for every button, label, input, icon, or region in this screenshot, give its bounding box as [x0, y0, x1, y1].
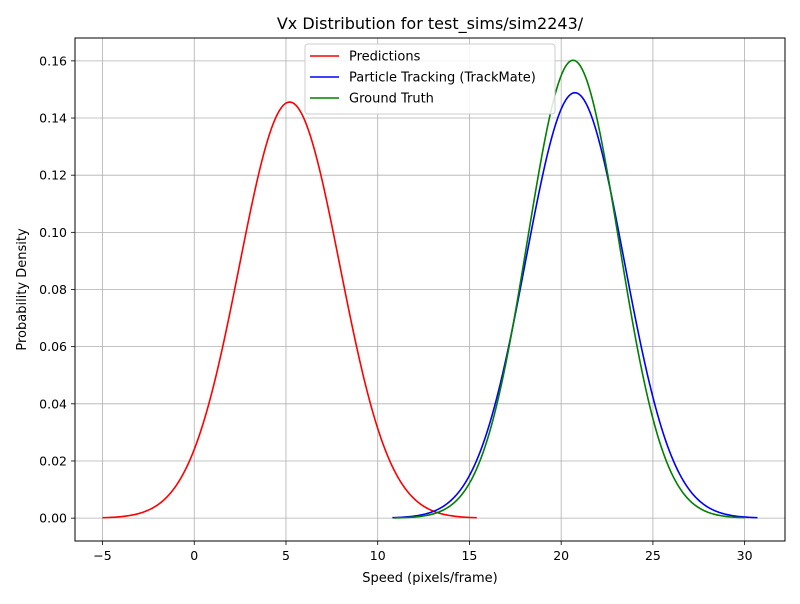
y-tick-label: 0.02: [39, 453, 67, 468]
y-axis-label: Probability Density: [15, 228, 30, 351]
x-tick-label: 25: [645, 548, 661, 563]
tick-layer: −5 0 5 10 15 20 25 30 0.00 0.02 0.04 0.06 0.08 0.10 0.…: [39, 53, 752, 563]
series-layer: [102, 59, 758, 519]
x-tick-label: 10: [370, 548, 386, 563]
x-tick-label: 5: [282, 548, 290, 563]
y-tick-label: 0.10: [39, 225, 67, 240]
series-line-1: [102, 101, 477, 519]
legend-label-2: Particle Tracking (TrackMate): [349, 71, 536, 86]
y-tick-label: 0.12: [39, 168, 67, 183]
legend-items: Predictions Particle Tracking (TrackMate)…: [310, 50, 536, 107]
x-tick-label: −5: [93, 548, 111, 563]
x-axis-label: Speed (pixels/frame): [362, 571, 498, 586]
y-tick-label: 0.16: [39, 53, 67, 68]
y-tick-label: 0.00: [39, 511, 67, 526]
y-tick-label: 0.04: [39, 396, 67, 411]
legend-box: [304, 43, 556, 115]
y-tick-label: 0.08: [39, 282, 67, 297]
x-tick-label: 15: [461, 548, 477, 563]
x-tick-label: 0: [190, 548, 198, 563]
legend-label-1: Predictions: [349, 50, 421, 65]
x-tick-label: 20: [553, 548, 569, 563]
chart-title: Vx Distribution for test_sims/sim2243/: [277, 14, 584, 34]
y-tick-label: 0.14: [39, 111, 67, 126]
legend-label-3: Ground Truth: [349, 92, 434, 107]
series-line-3: [394, 59, 745, 519]
y-tick-label: 0.06: [39, 339, 67, 354]
series-line-2: [392, 91, 758, 519]
x-tick-label: 30: [737, 548, 753, 563]
legend: Predictions Particle Tracking (TrackMate)…: [304, 43, 556, 115]
